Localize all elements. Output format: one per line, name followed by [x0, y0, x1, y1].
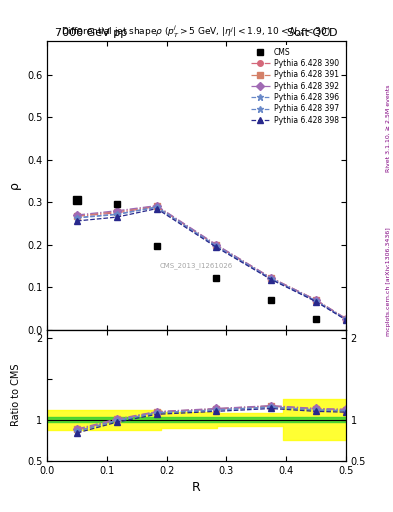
- Y-axis label: Ratio to CMS: Ratio to CMS: [11, 364, 21, 426]
- Text: Soft QCD: Soft QCD: [288, 28, 338, 38]
- Title: Differential jet shape$\rho$ ($p_T^j$$>$5 GeV, $|\eta^j|$$<$1.9, 10$<$$N_{ch}$$<: Differential jet shape$\rho$ ($p_T^j$$>$…: [61, 24, 332, 40]
- Text: mcplots.cern.ch [arXiv:1306.3436]: mcplots.cern.ch [arXiv:1306.3436]: [386, 227, 391, 336]
- Y-axis label: ρ: ρ: [8, 181, 21, 189]
- Text: CMS_2013_I1261026: CMS_2013_I1261026: [160, 263, 233, 269]
- Text: 7000 GeV pp: 7000 GeV pp: [55, 28, 127, 38]
- X-axis label: R: R: [192, 481, 201, 494]
- Text: Rivet 3.1.10, ≥ 2.5M events: Rivet 3.1.10, ≥ 2.5M events: [386, 84, 391, 172]
- Legend: CMS, Pythia 6.428 390, Pythia 6.428 391, Pythia 6.428 392, Pythia 6.428 396, Pyt: CMS, Pythia 6.428 390, Pythia 6.428 391,…: [248, 45, 342, 127]
